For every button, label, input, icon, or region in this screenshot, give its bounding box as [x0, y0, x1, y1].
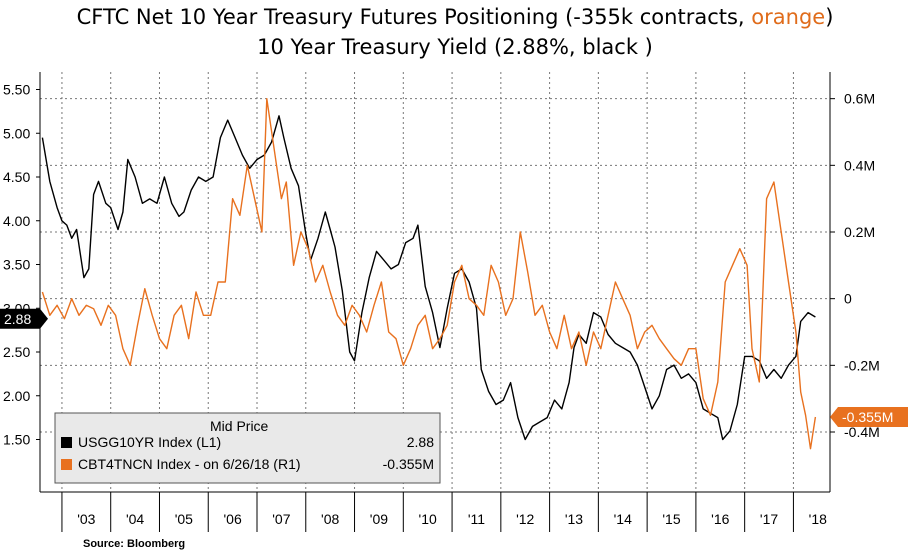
x-tick-label: '12 — [516, 511, 534, 527]
left-tick-label: 5.50 — [3, 82, 30, 98]
left-tick-label: 5.00 — [3, 125, 30, 141]
axes: 0.6M 0.4M 0.2M 0 -0.2M -0.4M 5.50 5.00 4.50 4.00 3… — [0, 72, 908, 532]
positioning-line — [41, 97, 817, 450]
legend-header: Mid Price — [210, 418, 269, 434]
legend-swatch — [61, 459, 72, 470]
right-tick-label: 0.4M — [844, 157, 875, 173]
right-last-value-marker — [830, 407, 908, 427]
legend-label: CBT4TNCN Index - on 6/26/18 (R1) — [78, 456, 301, 472]
left-tick-label: 2.00 — [3, 388, 30, 404]
title-prefix: CFTC Net 10 Year Treasury Futures Positi… — [76, 5, 752, 29]
x-tick-label: '18 — [809, 511, 827, 527]
legend-value: 2.88 — [407, 434, 434, 450]
x-tick-label: '06 — [223, 511, 241, 527]
x-tick-label: '04 — [126, 511, 144, 527]
x-tick-label: '05 — [175, 511, 193, 527]
left-tick-label: 3.50 — [3, 257, 30, 273]
x-tick-label: '16 — [711, 511, 729, 527]
series-lines — [41, 97, 817, 450]
x-tick-label: '08 — [321, 511, 339, 527]
right-tick-label: 0.2M — [844, 224, 875, 240]
right-tick-label: 0.6M — [844, 91, 875, 107]
chart-title-line-2: 10 Year Treasury Yield (2.88%, black ) — [257, 35, 653, 59]
x-tick-label: '11 — [468, 511, 485, 527]
x-tick-label: '03 — [77, 511, 95, 527]
right-tick-label: 0 — [844, 291, 852, 307]
right-last-value-label: -0.355M — [842, 409, 893, 425]
legend-label: USGG10YR Index (L1) — [78, 434, 221, 450]
x-tick-label: '14 — [614, 511, 632, 527]
x-tick-label: '15 — [662, 511, 680, 527]
left-tick-label: 2.50 — [3, 344, 30, 360]
legend-value: -0.355M — [383, 456, 434, 472]
left-tick-label: 4.50 — [3, 169, 30, 185]
left-last-value-label: 2.88 — [4, 311, 31, 327]
right-tick-label: -0.4M — [844, 424, 880, 440]
legend-background — [54, 412, 441, 484]
source-note: Source: Bloomberg — [83, 538, 186, 550]
x-tick-label: '07 — [272, 511, 290, 527]
x-tick-label: '09 — [370, 511, 388, 527]
chart-title-line-1: CFTC Net 10 Year Treasury Futures Positi… — [0, 5, 910, 29]
left-last-value-marker — [0, 308, 48, 329]
right-tick-label: -0.2M — [844, 357, 880, 373]
left-tick-label: 1.50 — [3, 432, 30, 448]
title-orange-word: orange — [751, 5, 826, 29]
x-tick-label: '13 — [565, 511, 583, 527]
title-suffix: ) — [825, 5, 834, 29]
x-tick-label: '10 — [419, 511, 437, 527]
left-tick-label: 4.00 — [3, 213, 30, 229]
legend-swatch — [61, 437, 72, 448]
yield-line — [41, 115, 816, 441]
x-tick-label: '17 — [760, 511, 778, 527]
